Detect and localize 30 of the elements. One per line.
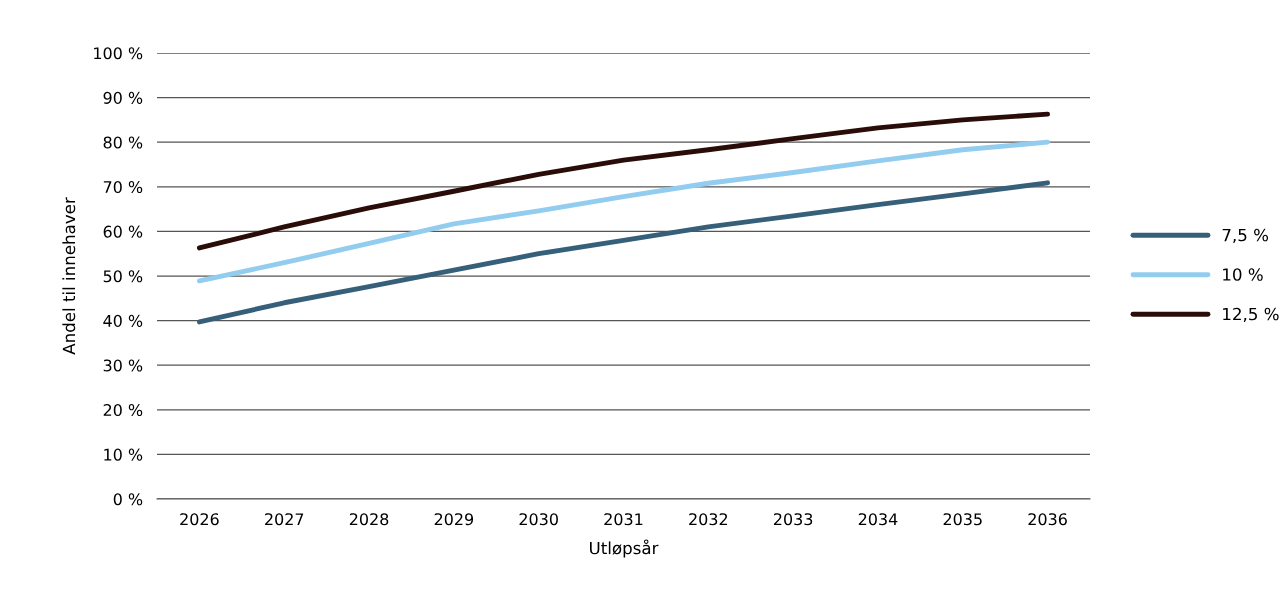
x-tick-label: 2035 <box>943 513 982 526</box>
y-tick-label: 70 % <box>103 181 143 194</box>
x-tick-label: 2031 <box>604 513 643 526</box>
line-series <box>196 180 1051 325</box>
x-tick-label: 2026 <box>180 513 219 526</box>
x-tick-label: 2033 <box>773 513 813 526</box>
x-tick-label: 2036 <box>1028 513 1067 526</box>
y-tick-label: 90 % <box>103 91 143 104</box>
x-tick-label: 2027 <box>265 513 304 526</box>
x-tick-label: 2028 <box>349 513 389 526</box>
y-tick-label: 30 % <box>103 359 143 372</box>
y-tick-label: 20 % <box>103 404 143 417</box>
line-series <box>196 111 1051 251</box>
y-axis-title: Andel til innehaver <box>62 197 76 355</box>
y-tick-label: 10 % <box>104 448 143 461</box>
x-tick-label: 2032 <box>689 513 728 526</box>
legend-label: 12,5 % <box>1223 307 1279 322</box>
y-tick-label: 40 % <box>103 314 143 327</box>
y-tick-label: 60 % <box>103 225 143 238</box>
x-tick-label: 2029 <box>434 513 474 526</box>
line-series <box>196 139 1051 284</box>
legend-label: 7,5 % <box>1222 228 1269 244</box>
y-tick-label: 50 % <box>103 270 143 283</box>
y-tick-label: 0 % <box>113 493 143 506</box>
x-axis-title: Utløpsår <box>590 539 659 558</box>
y-tick-label: 100 % <box>94 47 143 60</box>
x-tick-label: 2034 <box>858 513 898 526</box>
legend-label: 10 % <box>1223 268 1263 281</box>
y-tick-label: 80 % <box>103 136 143 149</box>
x-tick-label: 2030 <box>519 513 558 526</box>
